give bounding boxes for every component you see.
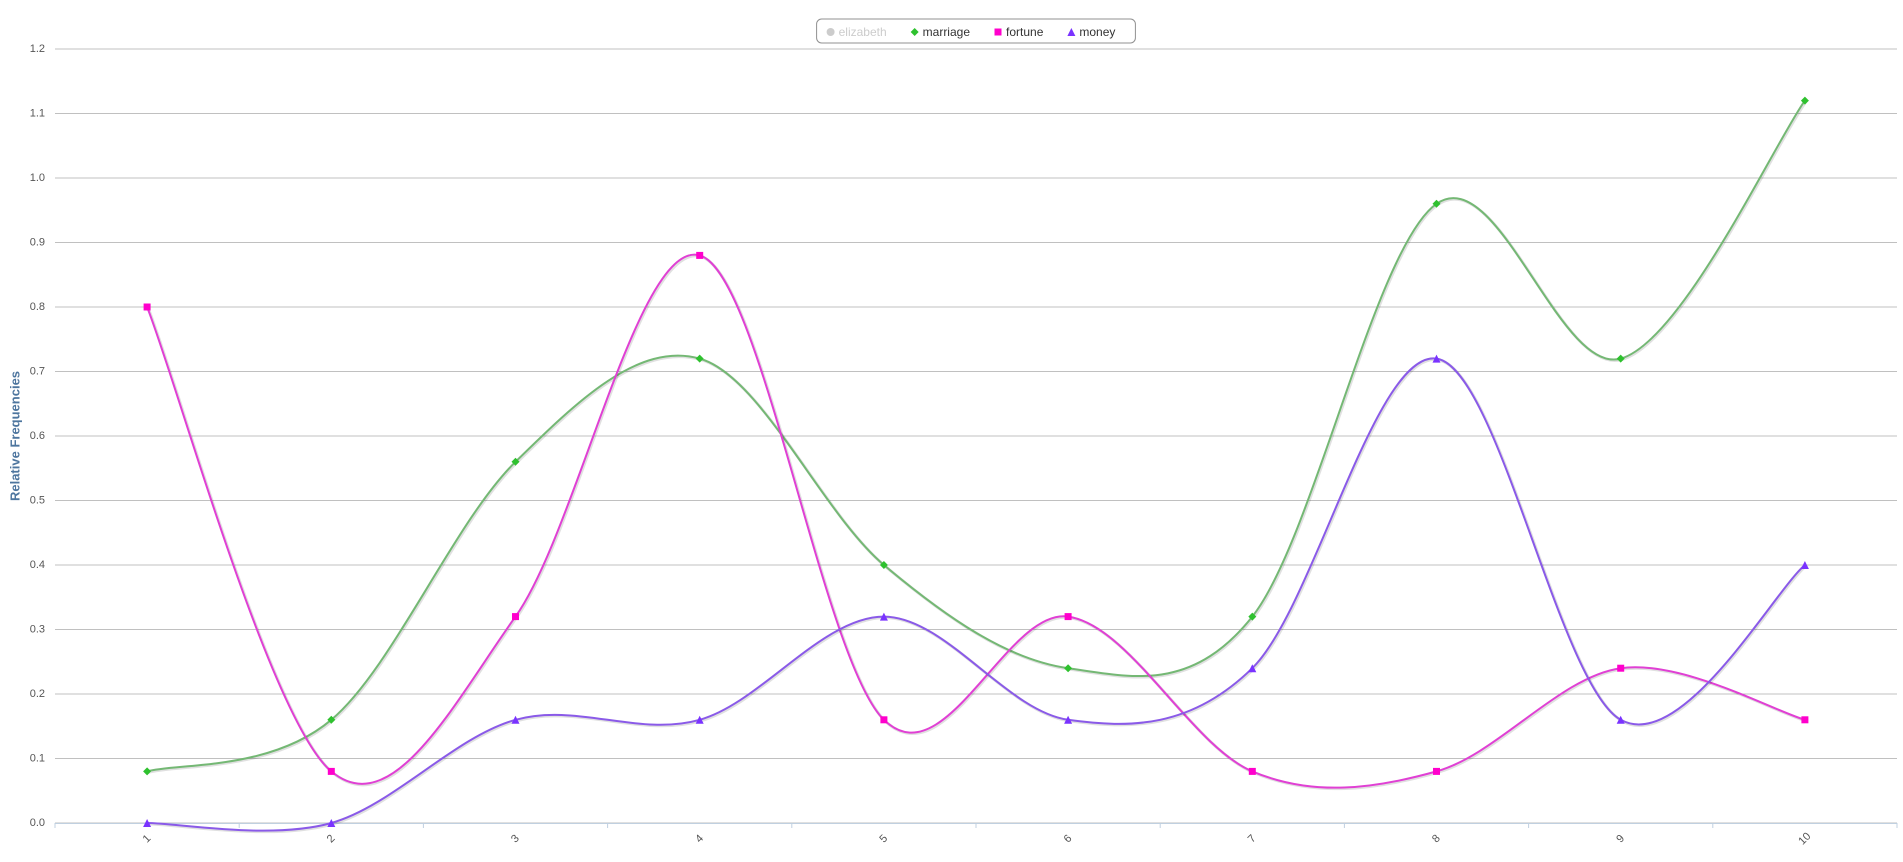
- marker: [826, 28, 835, 36]
- legend-label: fortune: [1006, 25, 1044, 39]
- x-tick-label: 9: [1614, 833, 1627, 846]
- marker: [1064, 715, 1073, 724]
- marker: [1800, 96, 1809, 105]
- marker: [327, 819, 336, 827]
- marker: [695, 715, 704, 724]
- marker: [1248, 767, 1256, 775]
- marker: [1432, 199, 1441, 208]
- line-shadow: [148, 358, 1807, 834]
- marker: [695, 354, 704, 363]
- y-tick-label: 0.7: [30, 365, 45, 377]
- marker: [511, 715, 520, 724]
- legend-label: marriage: [923, 25, 971, 39]
- marker: [880, 716, 888, 724]
- x-tick-label: 5: [877, 833, 890, 846]
- marker: [1064, 613, 1072, 621]
- marker: [994, 28, 1002, 36]
- marker: [1432, 354, 1441, 363]
- marker: [512, 613, 519, 621]
- marker: [1801, 716, 1809, 724]
- y-tick-label: 1.1: [30, 107, 45, 119]
- legend-item: marriage: [910, 25, 971, 39]
- y-tick-label: 0.0: [30, 817, 45, 829]
- legend-item: fortune: [994, 25, 1044, 39]
- marker: [910, 28, 919, 36]
- x-tick-label: 6: [1062, 833, 1075, 846]
- marker: [143, 819, 152, 827]
- y-tick-label: 0.6: [30, 430, 45, 442]
- y-tick-label: 0.3: [30, 623, 45, 635]
- y-axis-title: Relative Frequencies: [7, 371, 22, 501]
- marker: [1248, 612, 1257, 621]
- marker: [511, 457, 520, 466]
- legend-item: elizabeth: [826, 25, 887, 39]
- legend-item: money: [1067, 25, 1115, 39]
- x-tick-label: 7: [1246, 833, 1259, 846]
- y-tick-label: 0.2: [30, 688, 45, 700]
- y-tick-label: 0.4: [30, 559, 45, 571]
- marker: [879, 612, 888, 621]
- y-tick-label: 1.0: [30, 172, 45, 184]
- marker: [1616, 715, 1625, 724]
- line-shadow: [147, 100, 1808, 774]
- x-tick-label: 10: [1796, 830, 1813, 847]
- marker: [327, 715, 336, 724]
- x-tick-label: 1: [141, 833, 154, 846]
- marker: [327, 767, 335, 775]
- marker: [1064, 664, 1073, 673]
- legend-box: [816, 18, 1136, 44]
- marker: [1616, 354, 1625, 363]
- series-line: [146, 100, 1806, 773]
- y-tick-label: 0.8: [30, 301, 45, 313]
- x-tick-label: 2: [325, 833, 338, 846]
- marker: [1617, 664, 1625, 672]
- series-line: [147, 357, 1806, 832]
- legend: elizabeth marriage fortune money: [816, 18, 1136, 44]
- x-tick-label: 4: [693, 833, 706, 846]
- legend-label: money: [1079, 25, 1115, 39]
- series-line: [146, 253, 1806, 789]
- x-tick-label: 3: [509, 833, 522, 846]
- line-shadow: [146, 254, 1807, 791]
- y-tick-label: 0.1: [30, 752, 45, 764]
- marker: [143, 767, 152, 776]
- marker: [879, 561, 888, 569]
- marker: [696, 251, 704, 259]
- marker: [143, 303, 151, 311]
- marker: [1433, 767, 1440, 775]
- x-tick-label: 8: [1430, 833, 1443, 846]
- y-tick-label: 1.2: [30, 43, 45, 55]
- legend-label: elizabeth: [839, 25, 887, 39]
- y-tick-label: 0.9: [30, 236, 45, 248]
- marker: [1800, 561, 1809, 569]
- y-tick-label: 0.5: [30, 494, 45, 506]
- marker: [1248, 664, 1257, 673]
- marker: [1067, 28, 1076, 36]
